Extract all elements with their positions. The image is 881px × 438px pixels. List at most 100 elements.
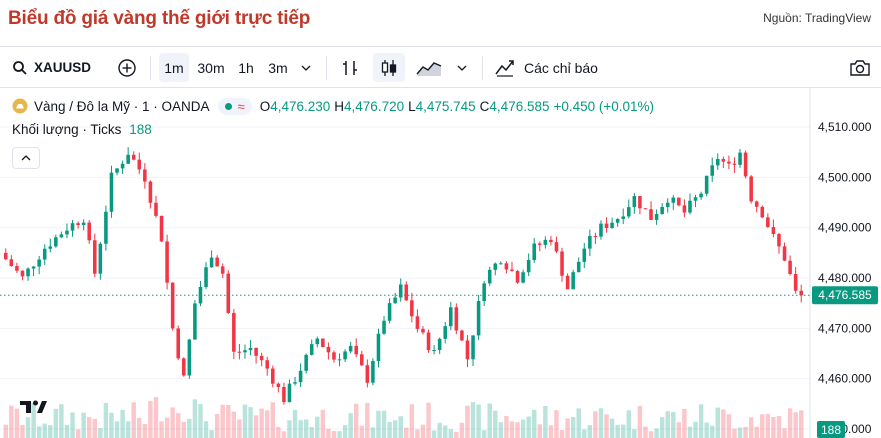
- chevron-down-icon: [301, 65, 311, 71]
- volume-bar: [576, 408, 581, 438]
- volume-bar: [776, 416, 782, 438]
- candles-style-button[interactable]: [373, 53, 405, 82]
- candle: [604, 217, 609, 233]
- volume-bar: [570, 417, 576, 438]
- candle: [87, 220, 91, 244]
- price-tick-label: 4,470.000: [818, 321, 872, 335]
- candle: [487, 266, 492, 286]
- candle: [115, 168, 119, 176]
- volume-bar: [337, 431, 342, 438]
- volume-bar: [543, 406, 548, 438]
- compare-button[interactable]: [113, 53, 141, 82]
- candle: [443, 321, 447, 344]
- market-status-badge[interactable]: ≈: [217, 97, 252, 115]
- candle: [610, 217, 614, 229]
- candle: [198, 281, 203, 307]
- volume-bar: [270, 402, 276, 438]
- volume-bar: [409, 404, 415, 438]
- candle: [193, 300, 197, 340]
- volume-bar: [242, 404, 248, 438]
- volume-bar: [404, 427, 409, 438]
- volume-bar: [615, 424, 620, 438]
- chart-style-dropdown-button[interactable]: [452, 53, 472, 82]
- candle: [432, 345, 436, 355]
- price-tick-label: 4,500.000: [818, 170, 872, 184]
- candle: [565, 273, 570, 290]
- candle: [721, 156, 726, 169]
- close-key: C: [479, 98, 490, 114]
- collapse-legend-button[interactable]: [12, 147, 40, 169]
- interval-1h-button[interactable]: 1h: [233, 53, 259, 82]
- chart-area[interactable]: 4,510.000 4,500.000 4,490.000 4,480.000 4,47…: [0, 88, 881, 438]
- symbol-label: XAUUSD: [34, 60, 92, 75]
- indicators-button[interactable]: Các chỉ báo: [490, 53, 610, 82]
- volume-bar: [760, 414, 765, 438]
- candle: [777, 232, 781, 254]
- interval-dropdown-button[interactable]: [296, 53, 316, 82]
- candle: [526, 253, 531, 276]
- interval-1m-button[interactable]: 1m: [159, 53, 189, 82]
- volume-bar: [64, 424, 70, 438]
- volume-bar: [765, 413, 771, 438]
- volume-bar: [36, 426, 42, 438]
- volume-bar: [498, 422, 504, 438]
- interval-30m-button[interactable]: 30m: [193, 53, 229, 82]
- candle: [499, 261, 503, 265]
- volume-bar: [98, 428, 103, 438]
- candle: [282, 382, 286, 405]
- volume-bar: [537, 424, 543, 438]
- volume-bar: [598, 408, 604, 438]
- volume-bar: [320, 409, 326, 438]
- candle: [554, 236, 559, 254]
- candle: [588, 229, 592, 257]
- candle: [4, 248, 8, 261]
- close-value: 4,476.585: [489, 98, 550, 114]
- candle: [204, 262, 208, 290]
- candle: [26, 267, 30, 281]
- candle: [671, 195, 676, 210]
- volume-bar: [175, 413, 181, 438]
- candle: [337, 353, 342, 367]
- candle: [471, 335, 475, 367]
- candle: [159, 215, 164, 243]
- volume-bar: [771, 416, 776, 438]
- candle: [504, 261, 509, 274]
- market-open-dot-icon: [224, 102, 232, 110]
- volume-bar: [704, 422, 709, 438]
- candle: [749, 175, 753, 204]
- candle: [354, 338, 358, 358]
- candle: [693, 194, 698, 208]
- gold-symbol-icon: [12, 98, 28, 114]
- candle: [9, 255, 14, 267]
- symbol-search-button[interactable]: XAUUSD: [8, 53, 94, 82]
- volume-bar: [721, 409, 726, 438]
- candle: [315, 336, 320, 348]
- candle: [799, 284, 803, 303]
- volume-bar: [609, 418, 615, 438]
- volume-bar: [693, 421, 698, 438]
- volume-bar: [231, 411, 237, 438]
- volume-bar: [782, 428, 787, 438]
- candle: [599, 220, 603, 240]
- volume-bar: [459, 422, 465, 438]
- candle: [510, 261, 514, 272]
- bars-style-button[interactable]: [336, 53, 364, 82]
- volume-bar: [565, 418, 570, 438]
- volume-bar: [587, 425, 593, 438]
- candle: [332, 350, 336, 363]
- candle: [48, 238, 53, 253]
- area-style-button[interactable]: [412, 53, 446, 82]
- volume-bar: [92, 418, 98, 438]
- candles: [4, 147, 803, 405]
- volume-bar: [209, 429, 214, 438]
- candle: [638, 195, 642, 215]
- volume-bar: [470, 402, 476, 438]
- candle: [232, 308, 236, 360]
- candle: [376, 328, 381, 368]
- screenshot-button[interactable]: [846, 53, 874, 82]
- interval-3m-button[interactable]: 3m: [263, 53, 293, 82]
- volume-bar: [620, 424, 626, 438]
- candle: [727, 155, 731, 170]
- candle: [788, 255, 792, 276]
- candle: [104, 205, 108, 251]
